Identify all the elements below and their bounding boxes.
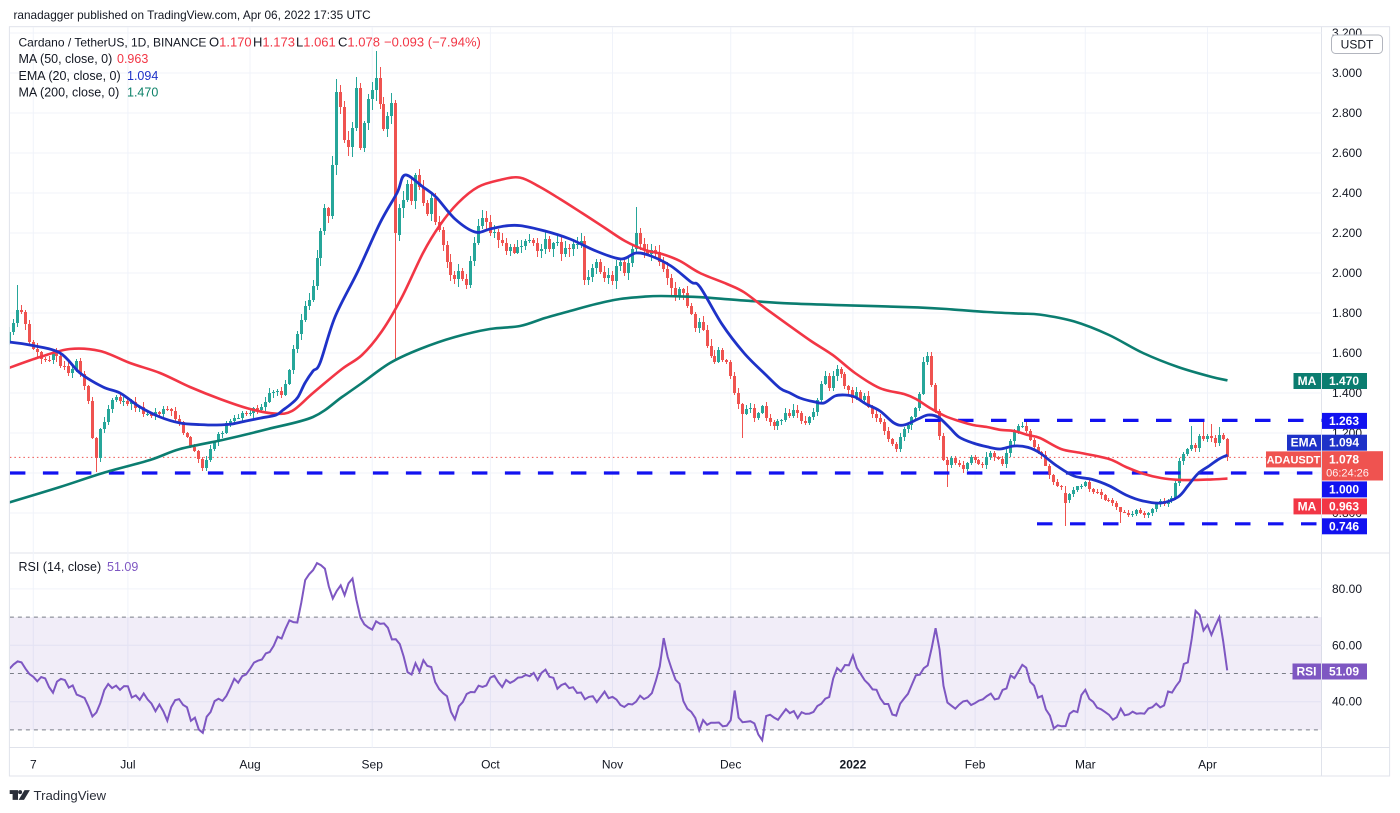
svg-text:C1.078: C1.078 [338, 35, 380, 50]
svg-text:2.000: 2.000 [1332, 266, 1362, 280]
svg-text:3.000: 3.000 [1332, 66, 1362, 80]
svg-text:2.400: 2.400 [1332, 186, 1362, 200]
svg-text:−0.093 (−7.94%): −0.093 (−7.94%) [384, 35, 481, 50]
svg-text:Oct: Oct [481, 758, 500, 772]
svg-text:2022: 2022 [840, 758, 867, 772]
svg-text:2.200: 2.200 [1332, 226, 1362, 240]
svg-text:EMA (20, close, 0): EMA (20, close, 0) [19, 69, 121, 83]
svg-text:0.963: 0.963 [117, 52, 148, 66]
svg-text:Apr: Apr [1198, 758, 1217, 772]
svg-text:Aug: Aug [239, 758, 260, 772]
svg-text:0.746: 0.746 [1329, 519, 1359, 533]
svg-text:USDT: USDT [1341, 38, 1374, 52]
svg-text:O1.170: O1.170 [209, 35, 252, 50]
svg-text:1.000: 1.000 [1329, 482, 1359, 496]
svg-text:RSI: RSI [1296, 665, 1316, 679]
svg-text:Jul: Jul [120, 758, 135, 772]
svg-text:0.963: 0.963 [1329, 499, 1359, 513]
svg-text:1.094: 1.094 [1329, 436, 1359, 450]
svg-text:Cardano / TetherUS, 1D, BINANC: Cardano / TetherUS, 1D, BINANCE [19, 36, 207, 50]
svg-text:H1.173: H1.173 [253, 35, 295, 50]
svg-text:1.600: 1.600 [1332, 346, 1362, 360]
svg-text:L1.061: L1.061 [296, 35, 336, 50]
svg-text:Mar: Mar [1075, 758, 1096, 772]
svg-text:06:24:26: 06:24:26 [1326, 467, 1369, 479]
svg-text:7: 7 [30, 758, 37, 772]
svg-text:1.800: 1.800 [1332, 306, 1362, 320]
svg-text:Feb: Feb [965, 758, 986, 772]
svg-text:1.094: 1.094 [127, 69, 158, 83]
svg-text:MA (50, close, 0): MA (50, close, 0) [19, 52, 113, 66]
svg-text:1.400: 1.400 [1332, 386, 1362, 400]
svg-text:TradingView: TradingView [34, 788, 107, 803]
svg-text:EMA: EMA [1291, 436, 1318, 450]
svg-text:60.00: 60.00 [1332, 638, 1362, 652]
svg-text:1.263: 1.263 [1329, 414, 1359, 428]
svg-text:ADAUSDT: ADAUSDT [1267, 454, 1321, 466]
svg-text:1.078: 1.078 [1329, 452, 1359, 466]
svg-text:RSI (14, close): RSI (14, close) [19, 560, 102, 574]
svg-text:ranadagger published on Tradin: ranadagger published on TradingView.com,… [14, 8, 372, 22]
svg-text:1.470: 1.470 [127, 86, 158, 100]
svg-text:40.00: 40.00 [1332, 695, 1362, 709]
svg-text:MA: MA [1298, 499, 1317, 513]
svg-text:MA (200, close, 0): MA (200, close, 0) [19, 86, 120, 100]
svg-text:1.470: 1.470 [1329, 374, 1359, 388]
svg-text:MA: MA [1298, 374, 1317, 388]
svg-text:80.00: 80.00 [1332, 582, 1362, 596]
svg-text:Sep: Sep [362, 758, 384, 772]
svg-text:51.09: 51.09 [1329, 665, 1359, 679]
svg-text:2.800: 2.800 [1332, 106, 1362, 120]
svg-text:2.600: 2.600 [1332, 146, 1362, 160]
svg-text:Dec: Dec [720, 758, 741, 772]
svg-text:Nov: Nov [602, 758, 623, 772]
svg-text:51.09: 51.09 [107, 560, 138, 574]
